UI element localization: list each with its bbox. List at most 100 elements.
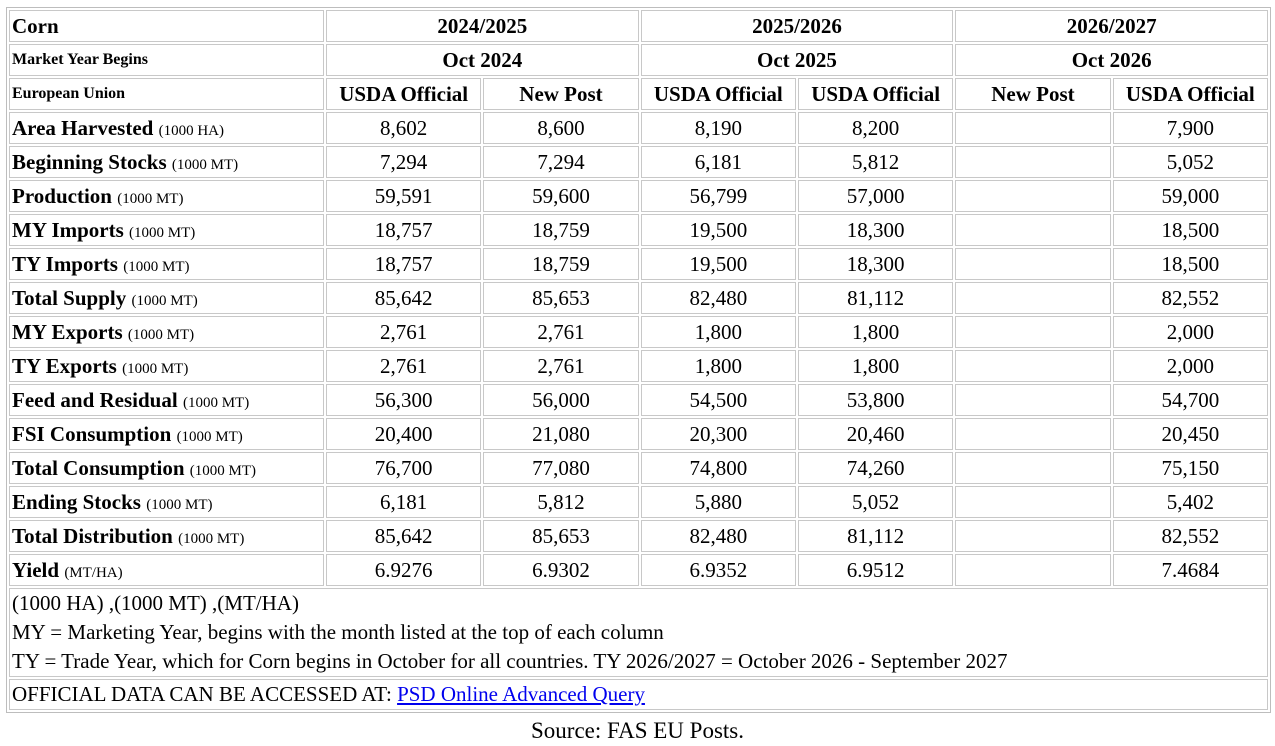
attribute-name: Feed and Residual xyxy=(12,387,178,412)
value-cell: 56,300 xyxy=(326,384,482,416)
attribute-name: TY Exports xyxy=(12,353,117,378)
value-cell: 1,800 xyxy=(640,350,796,382)
table-row: Production (1000 MT) 59,591 59,600 56,799 57… xyxy=(9,180,1268,212)
units-note: (1000 HA) ,(1000 MT) ,(MT/HA) xyxy=(12,591,299,615)
ty-note: TY = Trade Year, which for Corn begins i… xyxy=(12,649,1008,673)
access-cell: OFFICIAL DATA CAN BE ACCESSED AT: PSD On… xyxy=(9,679,1268,710)
row-label: TY Exports (1000 MT) xyxy=(9,350,324,382)
value-cell: 18,757 xyxy=(326,214,482,246)
value-cell: 6.9276 xyxy=(326,554,482,586)
row-label: Feed and Residual (1000 MT) xyxy=(9,384,324,416)
value-cell: 7,294 xyxy=(326,146,482,178)
value-cell xyxy=(955,452,1111,484)
notes-cell: (1000 HA) ,(1000 MT) ,(MT/HA) MY = Marke… xyxy=(9,588,1268,677)
value-cell: 2,761 xyxy=(483,350,639,382)
value-cell: 18,759 xyxy=(483,248,639,280)
value-cell: 82,552 xyxy=(1112,520,1268,552)
value-cell: 8,600 xyxy=(483,112,639,144)
value-cell: 5,812 xyxy=(797,146,954,178)
attribute-name: Area Harvested xyxy=(12,115,154,140)
value-cell: 18,500 xyxy=(1112,214,1268,246)
table-row: Total Supply (1000 MT) 85,642 85,653 82,480… xyxy=(9,282,1268,314)
value-cell: 74,800 xyxy=(640,452,796,484)
value-cell: 54,500 xyxy=(640,384,796,416)
header-row-begins: Market Year Begins Oct 2024 Oct 2025 Oct… xyxy=(9,44,1268,76)
unit-label: (MT/HA) xyxy=(64,564,123,581)
attribute-name: FSI Consumption xyxy=(12,421,172,446)
source-caption: Source: FAS EU Posts. xyxy=(531,718,744,743)
value-cell: 2,761 xyxy=(326,316,482,348)
value-cell: 20,400 xyxy=(326,418,482,450)
value-cell xyxy=(955,248,1111,280)
row-label: FSI Consumption (1000 MT) xyxy=(9,418,324,450)
value-cell: 21,080 xyxy=(483,418,639,450)
table-row: Ending Stocks (1000 MT) 6,181 5,812 5,880 5,… xyxy=(9,486,1268,518)
table-row: Beginning Stocks (1000 MT) 7,294 7,294 6,18… xyxy=(9,146,1268,178)
value-cell: 82,480 xyxy=(640,282,796,314)
value-cell: 82,552 xyxy=(1112,282,1268,314)
row-label: Total Consumption (1000 MT) xyxy=(9,452,324,484)
value-cell: 20,300 xyxy=(640,418,796,450)
column-header: USDA Official xyxy=(797,78,954,110)
year-header: 2025/2026 xyxy=(640,10,954,42)
table-row: MY Exports (1000 MT) 2,761 2,761 1,800 1,800… xyxy=(9,316,1268,348)
row-label: Area Harvested (1000 HA) xyxy=(9,112,324,144)
value-cell: 85,653 xyxy=(483,520,639,552)
value-cell: 77,080 xyxy=(483,452,639,484)
value-cell: 2,761 xyxy=(326,350,482,382)
value-cell: 6.9302 xyxy=(483,554,639,586)
value-cell xyxy=(955,384,1111,416)
value-cell: 85,642 xyxy=(326,282,482,314)
value-cell: 5,402 xyxy=(1112,486,1268,518)
table-row: Yield (MT/HA) 6.9276 6.9302 6.9352 6.9512 7.4… xyxy=(9,554,1268,586)
value-cell: 2,761 xyxy=(483,316,639,348)
value-cell xyxy=(955,146,1111,178)
value-cell xyxy=(955,214,1111,246)
value-cell: 6.9352 xyxy=(640,554,796,586)
row-label: Production (1000 MT) xyxy=(9,180,324,212)
header-row-year: Corn 2024/2025 2025/2026 2026/2027 xyxy=(9,10,1268,42)
table-row: Total Consumption (1000 MT) 76,700 77,080 7… xyxy=(9,452,1268,484)
year-header: 2026/2027 xyxy=(955,10,1268,42)
value-cell: 18,757 xyxy=(326,248,482,280)
attribute-name: TY Imports xyxy=(12,251,118,276)
value-cell: 6.9512 xyxy=(797,554,954,586)
year-header: 2024/2025 xyxy=(326,10,639,42)
psd-online-link[interactable]: PSD Online Advanced Query xyxy=(397,682,645,706)
value-cell: 81,112 xyxy=(797,282,954,314)
attribute-name: MY Exports xyxy=(12,319,123,344)
begins-header: Oct 2025 xyxy=(640,44,954,76)
unit-label: (1000 MT) xyxy=(189,462,257,479)
value-cell: 19,500 xyxy=(640,248,796,280)
notes-row: (1000 HA) ,(1000 MT) ,(MT/HA) MY = Marke… xyxy=(9,588,1268,677)
value-cell: 5,052 xyxy=(1112,146,1268,178)
begins-header: Oct 2026 xyxy=(955,44,1268,76)
value-cell: 20,450 xyxy=(1112,418,1268,450)
value-cell: 1,800 xyxy=(797,316,954,348)
value-cell: 57,000 xyxy=(797,180,954,212)
value-cell: 5,880 xyxy=(640,486,796,518)
table-row: TY Exports (1000 MT) 2,761 2,761 1,800 1,800… xyxy=(9,350,1268,382)
my-note: MY = Marketing Year, begins with the mon… xyxy=(12,620,664,644)
value-cell: 7,900 xyxy=(1112,112,1268,144)
column-header: New Post xyxy=(955,78,1111,110)
value-cell xyxy=(955,520,1111,552)
value-cell: 59,000 xyxy=(1112,180,1268,212)
attribute-name: Total Supply xyxy=(12,285,127,310)
value-cell: 6,181 xyxy=(326,486,482,518)
unit-label: (1000 MT) xyxy=(129,224,196,241)
value-cell: 5,812 xyxy=(483,486,639,518)
row-label: Beginning Stocks (1000 MT) xyxy=(9,146,324,178)
unit-label: (1000 MT) xyxy=(171,156,239,173)
attribute-name: Ending Stocks xyxy=(12,489,141,514)
value-cell: 82,480 xyxy=(640,520,796,552)
unit-label: (1000 MT) xyxy=(146,496,213,513)
value-cell xyxy=(955,112,1111,144)
value-cell: 7,294 xyxy=(483,146,639,178)
unit-label: (1000 MT) xyxy=(182,394,250,411)
attribute-name: Total Distribution xyxy=(12,523,173,548)
value-cell: 18,500 xyxy=(1112,248,1268,280)
row-label: Yield (MT/HA) xyxy=(9,554,324,586)
column-header: USDA Official xyxy=(640,78,796,110)
row-label: Total Distribution (1000 MT) xyxy=(9,520,324,552)
